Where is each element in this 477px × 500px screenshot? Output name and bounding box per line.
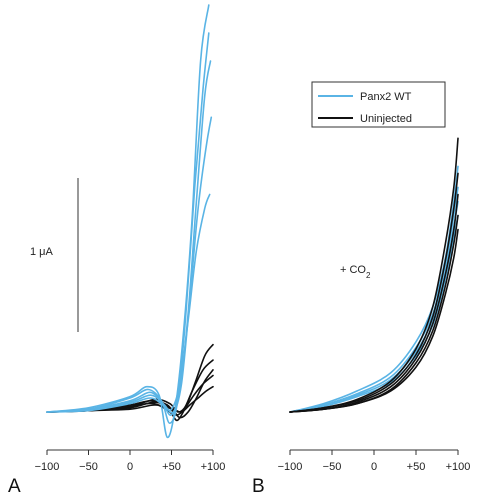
series-line-b-uninjected	[289, 193, 459, 413]
x-tick-label-b: +100	[446, 461, 471, 473]
scale-bar-label: 1 μA	[30, 246, 54, 258]
series-line-b-uninjected	[289, 228, 459, 413]
co2-annotation: + CO2	[340, 264, 371, 280]
series-line-a-panx2-wt	[46, 32, 210, 425]
series-line-b-panx2-wt	[289, 186, 459, 413]
legend-label-panx2: Panx2 WT	[360, 91, 412, 103]
series-line-b-uninjected	[289, 137, 459, 413]
x-tick-label-a: +50	[162, 461, 181, 473]
series-line-b-uninjected	[289, 172, 459, 413]
panel-label-b: B	[252, 476, 265, 497]
series-line-a-uninjected	[46, 385, 214, 413]
panel-a: −100 −50 0 +50 +100	[35, 4, 226, 473]
x-tick-label-a: 0	[127, 461, 133, 473]
x-tick-label-b: +50	[407, 461, 426, 473]
co2-annotation-text: + CO	[340, 264, 366, 276]
x-tick-label-a: +100	[201, 461, 226, 473]
series-line-b-panx2-wt	[289, 165, 459, 413]
x-tick-label-a: −100	[35, 461, 60, 473]
x-tick-label-b: −100	[278, 461, 303, 473]
legend-label-uninjected: Uninjected	[360, 113, 412, 125]
x-tick-label-b: −50	[323, 461, 342, 473]
co2-annotation-subscript: 2	[366, 271, 371, 280]
series-line-a-panx2-wt	[46, 60, 212, 416]
series-line-a-panx2-wt	[46, 4, 210, 439]
series-line-a-panx2-wt	[46, 193, 211, 413]
panel-b: −100 −50 0 +50 +100	[278, 137, 471, 473]
series-line-a-panx2-wt	[46, 116, 213, 414]
legend: Panx2 WT Uninjected	[311, 81, 446, 128]
panel-label-a: A	[8, 476, 21, 497]
legend-box	[311, 81, 446, 128]
x-tick-label-a: −50	[79, 461, 98, 473]
x-tick-label-b: 0	[371, 461, 377, 473]
